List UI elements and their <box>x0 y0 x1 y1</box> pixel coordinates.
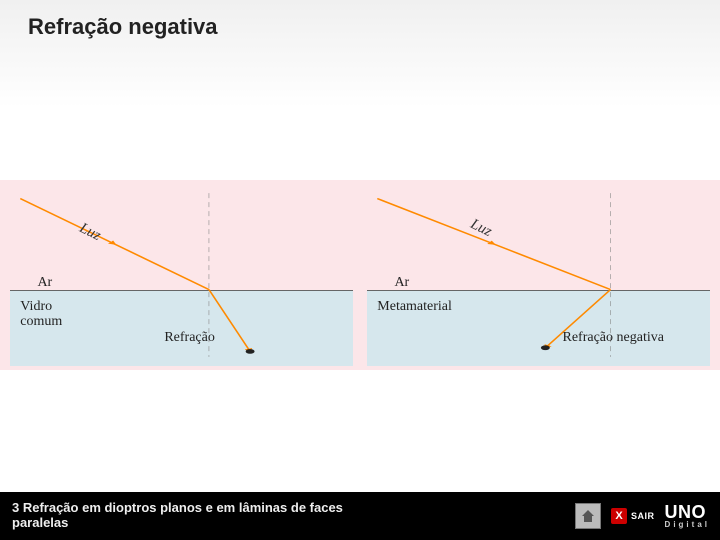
footer-caption: 3 Refração em dioptros planos e em lâmin… <box>0 501 575 531</box>
home-button[interactable] <box>575 503 601 529</box>
panel-left: LuzArVidrocomumRefração <box>10 184 353 366</box>
incident-ray <box>20 199 114 245</box>
exit-button[interactable]: X SAIR <box>611 508 655 524</box>
ray-endpoint <box>541 345 550 350</box>
exit-label: SAIR <box>631 511 655 521</box>
logo-main: UNO <box>665 504 710 520</box>
footer-bar: 3 Refração em dioptros planos e em lâmin… <box>0 492 720 540</box>
refraction-label: Refração negativa <box>563 330 664 345</box>
medium-label: Metamaterial <box>377 299 452 314</box>
page-title: Refração negativa <box>28 14 218 40</box>
close-icon: X <box>611 508 627 524</box>
air-label: Ar <box>394 275 409 290</box>
incident-ray-tail <box>115 244 209 290</box>
ray-endpoint <box>246 349 255 354</box>
footer-caption-line1: 3 Refração em dioptros planos e em lâmin… <box>12 501 575 516</box>
diagram-strip: LuzArVidrocomumRefração LuzArMetamateria… <box>0 180 720 370</box>
logo-sub: Digital <box>665 521 710 528</box>
brand-logo: UNO Digital <box>665 504 710 527</box>
refraction-label: Refração <box>164 330 215 345</box>
incident-ray-tail <box>494 244 611 290</box>
medium-label: Vidrocomum <box>20 299 62 330</box>
air-label: Ar <box>37 275 52 290</box>
footer-caption-line2: paralelas <box>12 516 575 531</box>
home-icon <box>580 508 596 524</box>
panel-right: LuzArMetamaterialRefração negativa <box>367 184 710 366</box>
refracted-ray <box>209 290 250 352</box>
footer-controls: X SAIR UNO Digital <box>575 503 720 529</box>
